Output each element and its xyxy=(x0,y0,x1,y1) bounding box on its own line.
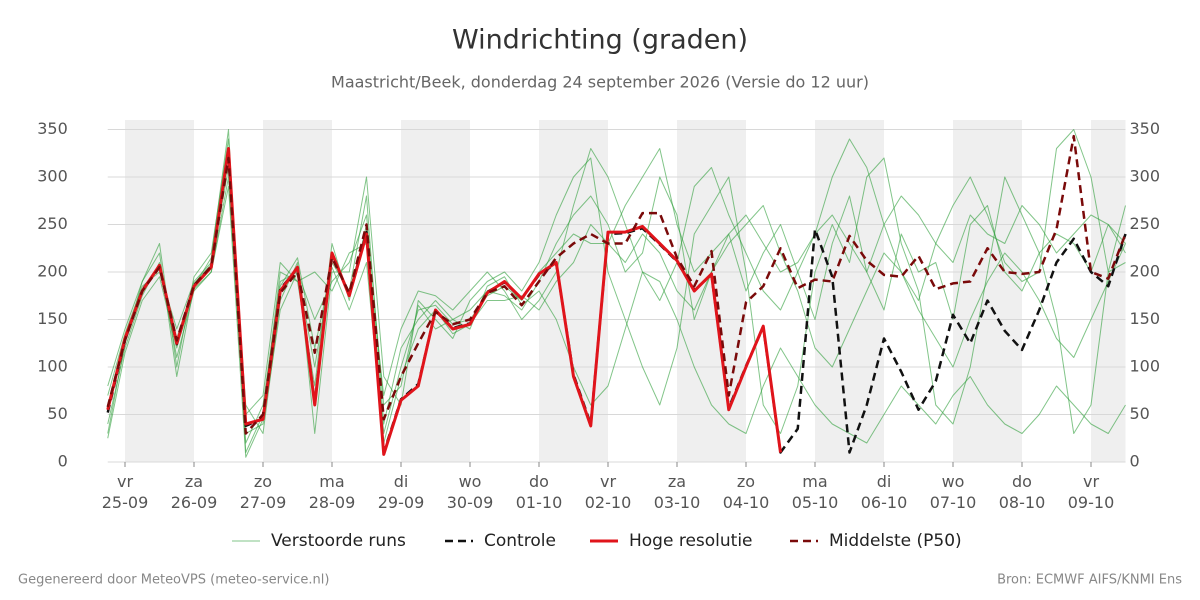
legend-label: Hoge resolutie xyxy=(629,531,753,551)
x-tick-label-part: 09-10 xyxy=(1068,493,1115,512)
y-tick-label: 250 xyxy=(37,214,68,233)
chart-subtitle: Maastricht/Beek, donderdag 24 september … xyxy=(331,73,869,92)
chart-title: Windrichting (graden) xyxy=(452,25,748,56)
x-tick-label-part: 01-10 xyxy=(516,493,563,512)
x-tick-label-part: 02-10 xyxy=(585,493,632,512)
ensemble-line xyxy=(107,129,1126,415)
y-tick-label: 50 xyxy=(47,404,67,423)
x-tick-label-part: ma xyxy=(319,472,344,491)
background-layer: 0 0 50 50 100 100 150 150 200 200 250 250 300 300 350 3… xyxy=(37,119,1160,512)
plot-layer xyxy=(106,129,1127,458)
legend-label: Controle xyxy=(484,531,556,551)
x-tick-label: do 01-10 xyxy=(516,472,563,512)
y-tick-label: 0 xyxy=(58,452,68,471)
series-line xyxy=(106,134,1127,435)
x-tick-label-part: do xyxy=(1012,472,1032,491)
x-tick-label: ma 05-10 xyxy=(792,472,839,512)
y2-tick-label: 350 xyxy=(1130,119,1161,138)
y2-tick-label: 200 xyxy=(1130,262,1161,281)
x-tick-label: za 03-10 xyxy=(654,472,701,512)
x-tick-label: vr 02-10 xyxy=(585,472,632,512)
x-tick-label-part: 30-09 xyxy=(447,493,494,512)
day-band xyxy=(815,120,884,462)
x-tick-label: di 06-10 xyxy=(861,472,908,512)
y2-tick-label: 300 xyxy=(1130,167,1161,186)
x-tick-label: za 26-09 xyxy=(171,472,218,512)
x-tick-label-part: ma xyxy=(802,472,827,491)
x-tick-label: ma 28-09 xyxy=(309,472,356,512)
x-tick-label: wo 07-10 xyxy=(930,472,977,512)
x-tick-label-part: di xyxy=(394,472,409,491)
y2-tick-label: 250 xyxy=(1130,214,1161,233)
x-tick-label-part: 05-10 xyxy=(792,493,839,512)
day-band xyxy=(263,120,332,462)
y2-tick-label: 100 xyxy=(1130,357,1161,376)
x-tick-label: di 29-09 xyxy=(378,472,425,512)
x-tick-label-part: vr xyxy=(117,472,133,491)
legend: Verstoorde runs Controle Hoge resolutie Mid… xyxy=(232,531,962,551)
y-tick-label: 100 xyxy=(37,357,68,376)
x-tick-label-part: zo xyxy=(254,472,272,491)
x-tick-label-part: 06-10 xyxy=(861,493,908,512)
day-band xyxy=(677,120,746,462)
x-tick-label: wo 30-09 xyxy=(447,472,494,512)
day-band xyxy=(125,120,194,462)
x-tick-label-part: vr xyxy=(600,472,616,491)
x-tick-label-part: 26-09 xyxy=(171,493,218,512)
y2-tick-label: 150 xyxy=(1130,309,1161,328)
ensemble-line xyxy=(107,129,1126,453)
x-tick-label-part: 03-10 xyxy=(654,493,701,512)
x-tick-label-part: wo xyxy=(459,472,482,491)
footer-right: Bron: ECMWF AIFS/KNMI Ens xyxy=(997,573,1182,588)
x-tick-label-part: do xyxy=(529,472,549,491)
day-band xyxy=(1091,120,1126,462)
x-tick-label: zo 04-10 xyxy=(723,472,770,512)
x-tick-label-part: za xyxy=(185,472,203,491)
x-tick-label-part: 04-10 xyxy=(723,493,770,512)
day-band xyxy=(401,120,470,462)
y-tick-label: 150 xyxy=(37,309,68,328)
y-tick-label: 300 xyxy=(37,167,68,186)
x-tick-label-part: vr xyxy=(1083,472,1099,491)
footer-left: Gegenereerd door MeteoVPS (meteo-service… xyxy=(18,573,329,588)
x-tick-label-part: di xyxy=(877,472,892,491)
x-tick-label: zo 27-09 xyxy=(240,472,287,512)
x-tick-label-part: zo xyxy=(737,472,755,491)
legend-label: Verstoorde runs xyxy=(271,531,406,551)
x-tick-label-part: 25-09 xyxy=(102,493,149,512)
x-tick-label-part: 07-10 xyxy=(930,493,977,512)
x-tick-label-part: 29-09 xyxy=(378,493,425,512)
x-tick-label-part: wo xyxy=(942,472,965,491)
y2-tick-label: 50 xyxy=(1130,404,1150,423)
y-tick-label: 200 xyxy=(37,262,68,281)
x-tick-label: vr 25-09 xyxy=(102,472,149,512)
legend-label: Middelste (P50) xyxy=(829,531,962,551)
x-tick-label: do 08-10 xyxy=(999,472,1046,512)
x-tick-label-part: 28-09 xyxy=(309,493,356,512)
day-band xyxy=(953,120,1022,462)
x-tick-label-part: 27-09 xyxy=(240,493,287,512)
y2-tick-label: 0 xyxy=(1130,452,1140,471)
ensemble-line xyxy=(107,167,1126,444)
x-tick-label-part: 08-10 xyxy=(999,493,1046,512)
y-tick-label: 350 xyxy=(37,119,68,138)
x-tick-label-part: za xyxy=(668,472,686,491)
day-band xyxy=(539,120,608,462)
x-tick-label: vr 09-10 xyxy=(1068,472,1115,512)
